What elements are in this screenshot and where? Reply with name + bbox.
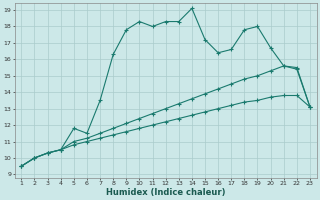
X-axis label: Humidex (Indice chaleur): Humidex (Indice chaleur) <box>106 188 225 197</box>
